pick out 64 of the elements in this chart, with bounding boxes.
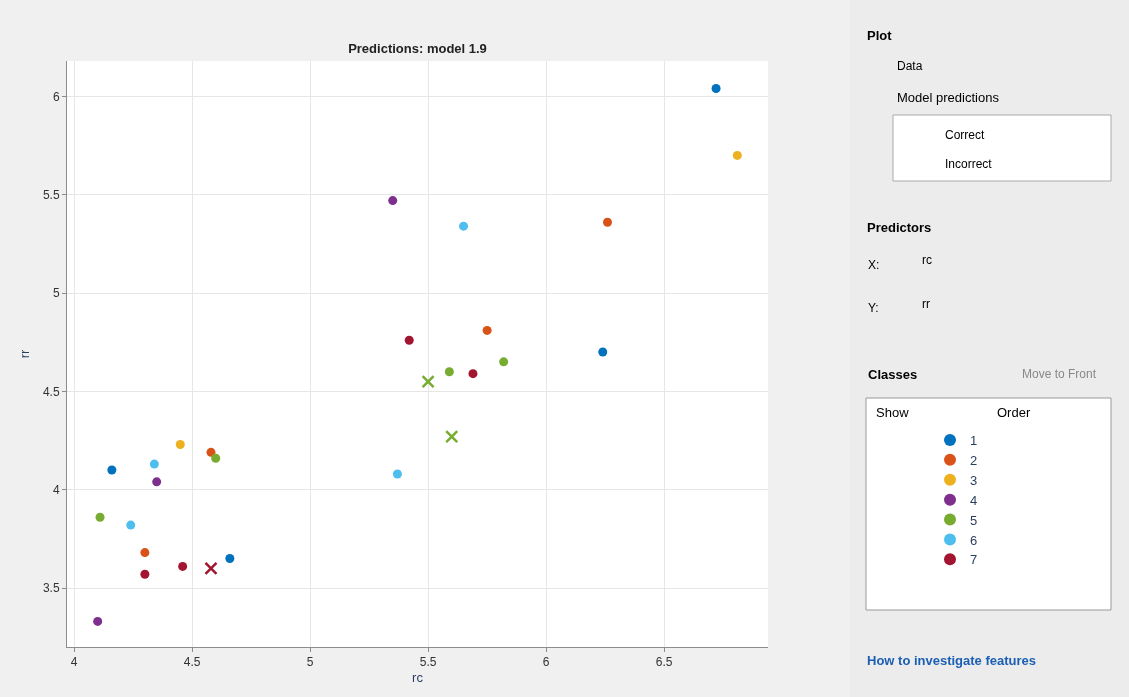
point [444, 429, 459, 444]
point [392, 469, 402, 479]
legend-label: 6 [970, 532, 978, 548]
text: Data [897, 59, 923, 73]
x-tick-label: 6 [542, 655, 550, 670]
text: rr [922, 297, 930, 311]
point [93, 616, 103, 626]
text: Predictors [867, 220, 932, 235]
point [211, 453, 221, 463]
y-tick-label: 5.5 [42, 187, 60, 202]
x-tick-label: 4 [70, 655, 78, 670]
point [711, 84, 721, 94]
y-tick-label: 6 [52, 89, 60, 104]
point [598, 347, 608, 357]
y-tick-label: 4.5 [42, 384, 60, 399]
point [204, 561, 218, 576]
x-tick-label: 6.5 [655, 655, 673, 670]
text: How to investigate features [867, 653, 1037, 668]
point [732, 150, 742, 160]
point [126, 520, 136, 530]
point [468, 369, 478, 379]
point [175, 439, 185, 449]
point [459, 221, 469, 231]
legend-label: 7 [970, 552, 978, 568]
chart-title: Predictions: model 1.9 [348, 40, 487, 56]
text: rc [922, 253, 932, 267]
y-axis-title: rr [16, 349, 32, 359]
point [107, 465, 117, 475]
point [152, 477, 162, 487]
y-tick-label: 4 [52, 482, 60, 497]
point [482, 325, 492, 335]
text: Order [997, 405, 1031, 420]
text: Y: [868, 301, 879, 315]
x-axis-title: rc [412, 670, 424, 685]
point [149, 459, 159, 469]
legend-label: 2 [970, 452, 978, 468]
y-tick-label: 3.5 [42, 581, 60, 596]
point [178, 561, 188, 571]
x-tick-label: 4.5 [183, 655, 201, 670]
point [421, 374, 435, 389]
text: Correct [945, 128, 986, 142]
x-tick-label: 5.5 [419, 655, 437, 670]
point [225, 554, 235, 564]
text: Plot [867, 28, 893, 43]
point [140, 569, 150, 579]
x-tick-label: 5 [306, 655, 314, 670]
text: Model predictions [897, 90, 1000, 105]
point [404, 335, 414, 345]
y-tick-label: 5 [52, 286, 60, 301]
legend-label: 3 [970, 472, 978, 488]
point [95, 512, 105, 522]
text: Show [876, 405, 910, 420]
text: Incorrect [945, 157, 993, 171]
legend-label: 5 [970, 512, 978, 528]
text: Move to Front [1022, 367, 1097, 381]
point [388, 196, 398, 206]
text: Classes [868, 367, 918, 382]
point [140, 548, 150, 558]
legend-label: 4 [970, 492, 978, 508]
point [603, 217, 612, 227]
point [444, 367, 454, 377]
text: X: [868, 258, 880, 272]
point [499, 357, 509, 367]
legend-label: 1 [970, 433, 978, 449]
